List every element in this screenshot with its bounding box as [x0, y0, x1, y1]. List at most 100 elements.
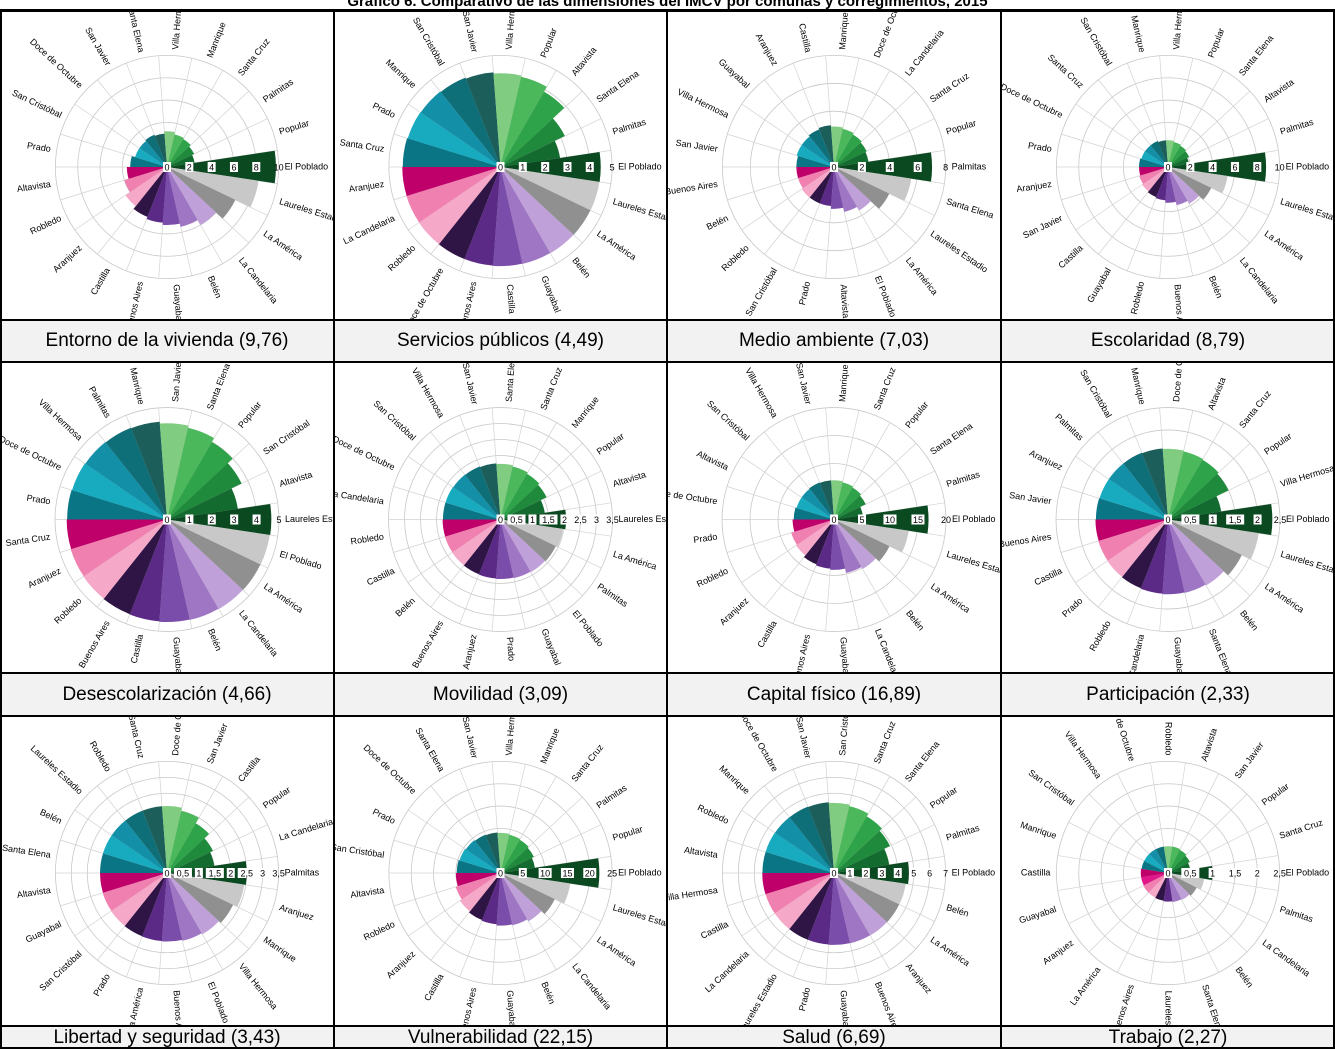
category-label: Buenos Aires — [171, 990, 185, 1026]
category-label: El Poblado — [618, 867, 662, 877]
bar-belén — [1168, 873, 1190, 901]
tick-label: 4 — [887, 163, 892, 173]
tick-label-bg — [857, 514, 866, 525]
category-label: Villa Hermosa — [504, 10, 518, 50]
category-label: Laureles Estadio — [1279, 196, 1335, 225]
bar-villa-hermosa — [809, 482, 834, 520]
tick-label-bg — [539, 514, 558, 525]
bar-popular — [500, 484, 547, 520]
bar-manrique — [774, 817, 834, 873]
tick-label: 8 — [943, 163, 948, 173]
grid-spoke — [166, 470, 269, 520]
bar-villa-hermosa — [465, 466, 501, 520]
category-label: Palmitas — [261, 76, 296, 104]
category-label: Popular — [538, 27, 559, 60]
category-label: El Poblado — [278, 549, 323, 571]
category-label: Robledo — [696, 802, 731, 826]
category-label: Prado — [797, 280, 812, 306]
tick-label-bg — [861, 868, 870, 878]
category-label: Palmitas — [595, 581, 630, 609]
category-label: Robledo — [719, 243, 750, 273]
bar-manrique — [167, 134, 184, 167]
tick-label: 6 — [915, 163, 920, 173]
grid-spoke — [430, 872, 501, 961]
grid-spoke — [500, 872, 526, 982]
bar-la-américa — [500, 519, 564, 547]
polar-bar-chart: 0 1 2 3 4 5 El Poblado Laureles Estadio La Améri… — [339, 10, 667, 320]
tick-label: 8 — [1255, 163, 1260, 173]
bar-la-américa — [167, 167, 236, 219]
bar-santa-cruz — [1144, 145, 1168, 167]
category-label: La América — [1263, 581, 1306, 615]
bar-el-poblado — [1168, 152, 1267, 182]
bar-el-poblado — [167, 150, 276, 184]
tick-label: 2 — [562, 515, 567, 525]
tick-label-bg — [893, 868, 902, 878]
category-label: Doce de Octubre — [403, 266, 446, 320]
tick-label: 0 — [164, 515, 169, 525]
polar-chart-8: 0 0,5 1 1,5 2 2,5 El Poblado Laureles Estadio La… — [1001, 362, 1335, 673]
tick-label-bg — [885, 162, 894, 172]
bar-la-américa — [142, 873, 167, 942]
category-label: Belén — [945, 902, 970, 918]
category-label: San Javier — [794, 716, 813, 759]
category-label: Popular — [611, 824, 644, 843]
category-label: Doce de Octubre — [872, 10, 906, 59]
polar-chart-1: 0 2 4 6 8 10 El Poblado Laureles Estadio La Amér… — [0, 10, 334, 320]
category-label: Guayabal — [171, 284, 184, 320]
bar-aranjuez — [402, 167, 501, 196]
category-label: Altavista — [683, 845, 718, 860]
tick-label: 0 — [164, 869, 169, 879]
category-label: Altavista — [569, 45, 598, 78]
tick-label: 0 — [498, 869, 503, 879]
tick-label-bg — [830, 868, 838, 878]
bar-aranjuez — [1143, 873, 1168, 893]
bar-la-américa — [834, 167, 871, 211]
grid-spoke — [500, 443, 583, 520]
category-label: El Poblado — [206, 980, 231, 1024]
bar-belén — [167, 519, 219, 620]
category-label: Belén — [1207, 274, 1225, 299]
tick-label-bg — [207, 162, 216, 172]
bar-santa-elena — [500, 118, 565, 167]
bar-popular — [834, 151, 869, 167]
tick-label-bg — [911, 514, 925, 525]
bar-la-américa — [500, 167, 591, 235]
bar-san-cristóbal — [1123, 452, 1168, 520]
category-label: El Poblado — [1286, 161, 1330, 171]
category-label: Guayabal — [838, 990, 851, 1026]
tick-label-bg — [541, 162, 550, 172]
tick-label-bg — [1164, 162, 1172, 172]
bar-san-javier — [159, 423, 189, 520]
bar-castilla — [818, 125, 834, 167]
category-label: San Javier — [675, 138, 719, 154]
tick-label: 6 — [927, 869, 932, 879]
category-label: Santa Elena — [1237, 33, 1275, 78]
bar-robledo — [418, 167, 501, 245]
category-label: Santa Cruz — [872, 365, 898, 411]
bar-san-javier — [465, 72, 501, 167]
bar-belén — [1168, 519, 1224, 586]
category-label: Santa Elena — [1200, 983, 1225, 1026]
bar-san-cristóbal — [801, 488, 834, 520]
tick-label: 15 — [562, 869, 572, 879]
tick-label: 4 — [1210, 163, 1215, 173]
category-label: La América — [929, 581, 972, 615]
tick-label: 10 — [274, 163, 284, 173]
grid-spoke — [500, 776, 557, 874]
category-label: San Javier — [1021, 213, 1064, 240]
bar-manrique — [830, 126, 843, 167]
tick-label-bg — [496, 868, 505, 878]
category-label: La América — [1068, 965, 1103, 1007]
category-label: Santa Cruz — [1046, 52, 1086, 90]
category-label: Prado — [26, 140, 51, 153]
chart-caption: Salud (6,69) — [667, 1026, 1001, 1049]
bar-guayabal — [1162, 519, 1185, 595]
bar-san-javier — [1139, 167, 1168, 184]
caption-text: Escolaridad (8,79) — [1090, 330, 1246, 351]
category-label: La América — [929, 935, 972, 969]
grid-spoke — [500, 90, 583, 168]
bar-altavista — [1168, 846, 1181, 873]
category-label: Palmitas — [611, 117, 647, 137]
